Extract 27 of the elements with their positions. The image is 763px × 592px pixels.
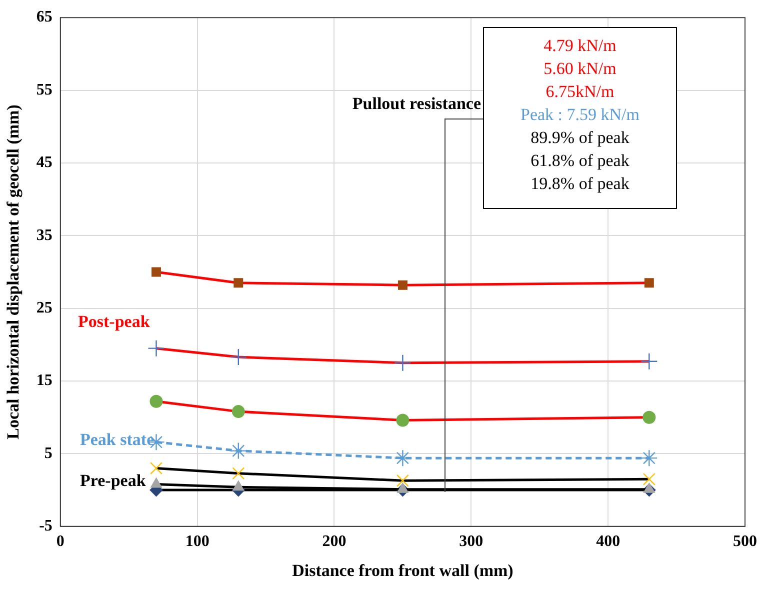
annotation: Post-peak <box>78 312 150 332</box>
x-tick-label: 300 <box>459 533 484 550</box>
annotation: Pre-peak <box>80 471 146 491</box>
annotation: 6.75kN/m <box>544 81 616 103</box>
y-tick-label: 15 <box>36 372 52 390</box>
annotation: 4.79 kN/m <box>542 35 618 57</box>
annotation: 89.9% of peak <box>530 127 630 149</box>
x-tick-label: 200 <box>322 533 346 550</box>
x-tick-label: 100 <box>185 533 210 550</box>
x-tick-label: 400 <box>596 533 620 550</box>
annotation: 61.8% of peak <box>530 150 630 172</box>
y-tick-label: -5 <box>39 518 52 535</box>
annotation: Pullout resistance <box>351 94 481 114</box>
x-tick-label: 500 <box>733 533 757 550</box>
y-tick-label: 65 <box>36 8 52 26</box>
x-tick-label: 0 <box>56 533 64 550</box>
annotation: 5.60 kN/m <box>542 58 618 80</box>
y-tick-label: 25 <box>36 299 52 316</box>
annotation: Peak state <box>80 430 154 450</box>
annotation: Peak : 7.59 kN/m <box>520 104 640 126</box>
y-tick-label: 35 <box>36 226 52 244</box>
annotation: 19.8% of peak <box>530 173 630 195</box>
y-tick-label: 5 <box>44 444 52 462</box>
x-axis-title: Distance from front wall (mm) <box>292 561 514 580</box>
y-axis-title: Local horizontal displacement of geocell (mm) <box>4 104 23 440</box>
y-tick-label: 55 <box>36 81 52 98</box>
y-tick-label: 45 <box>36 154 52 172</box>
